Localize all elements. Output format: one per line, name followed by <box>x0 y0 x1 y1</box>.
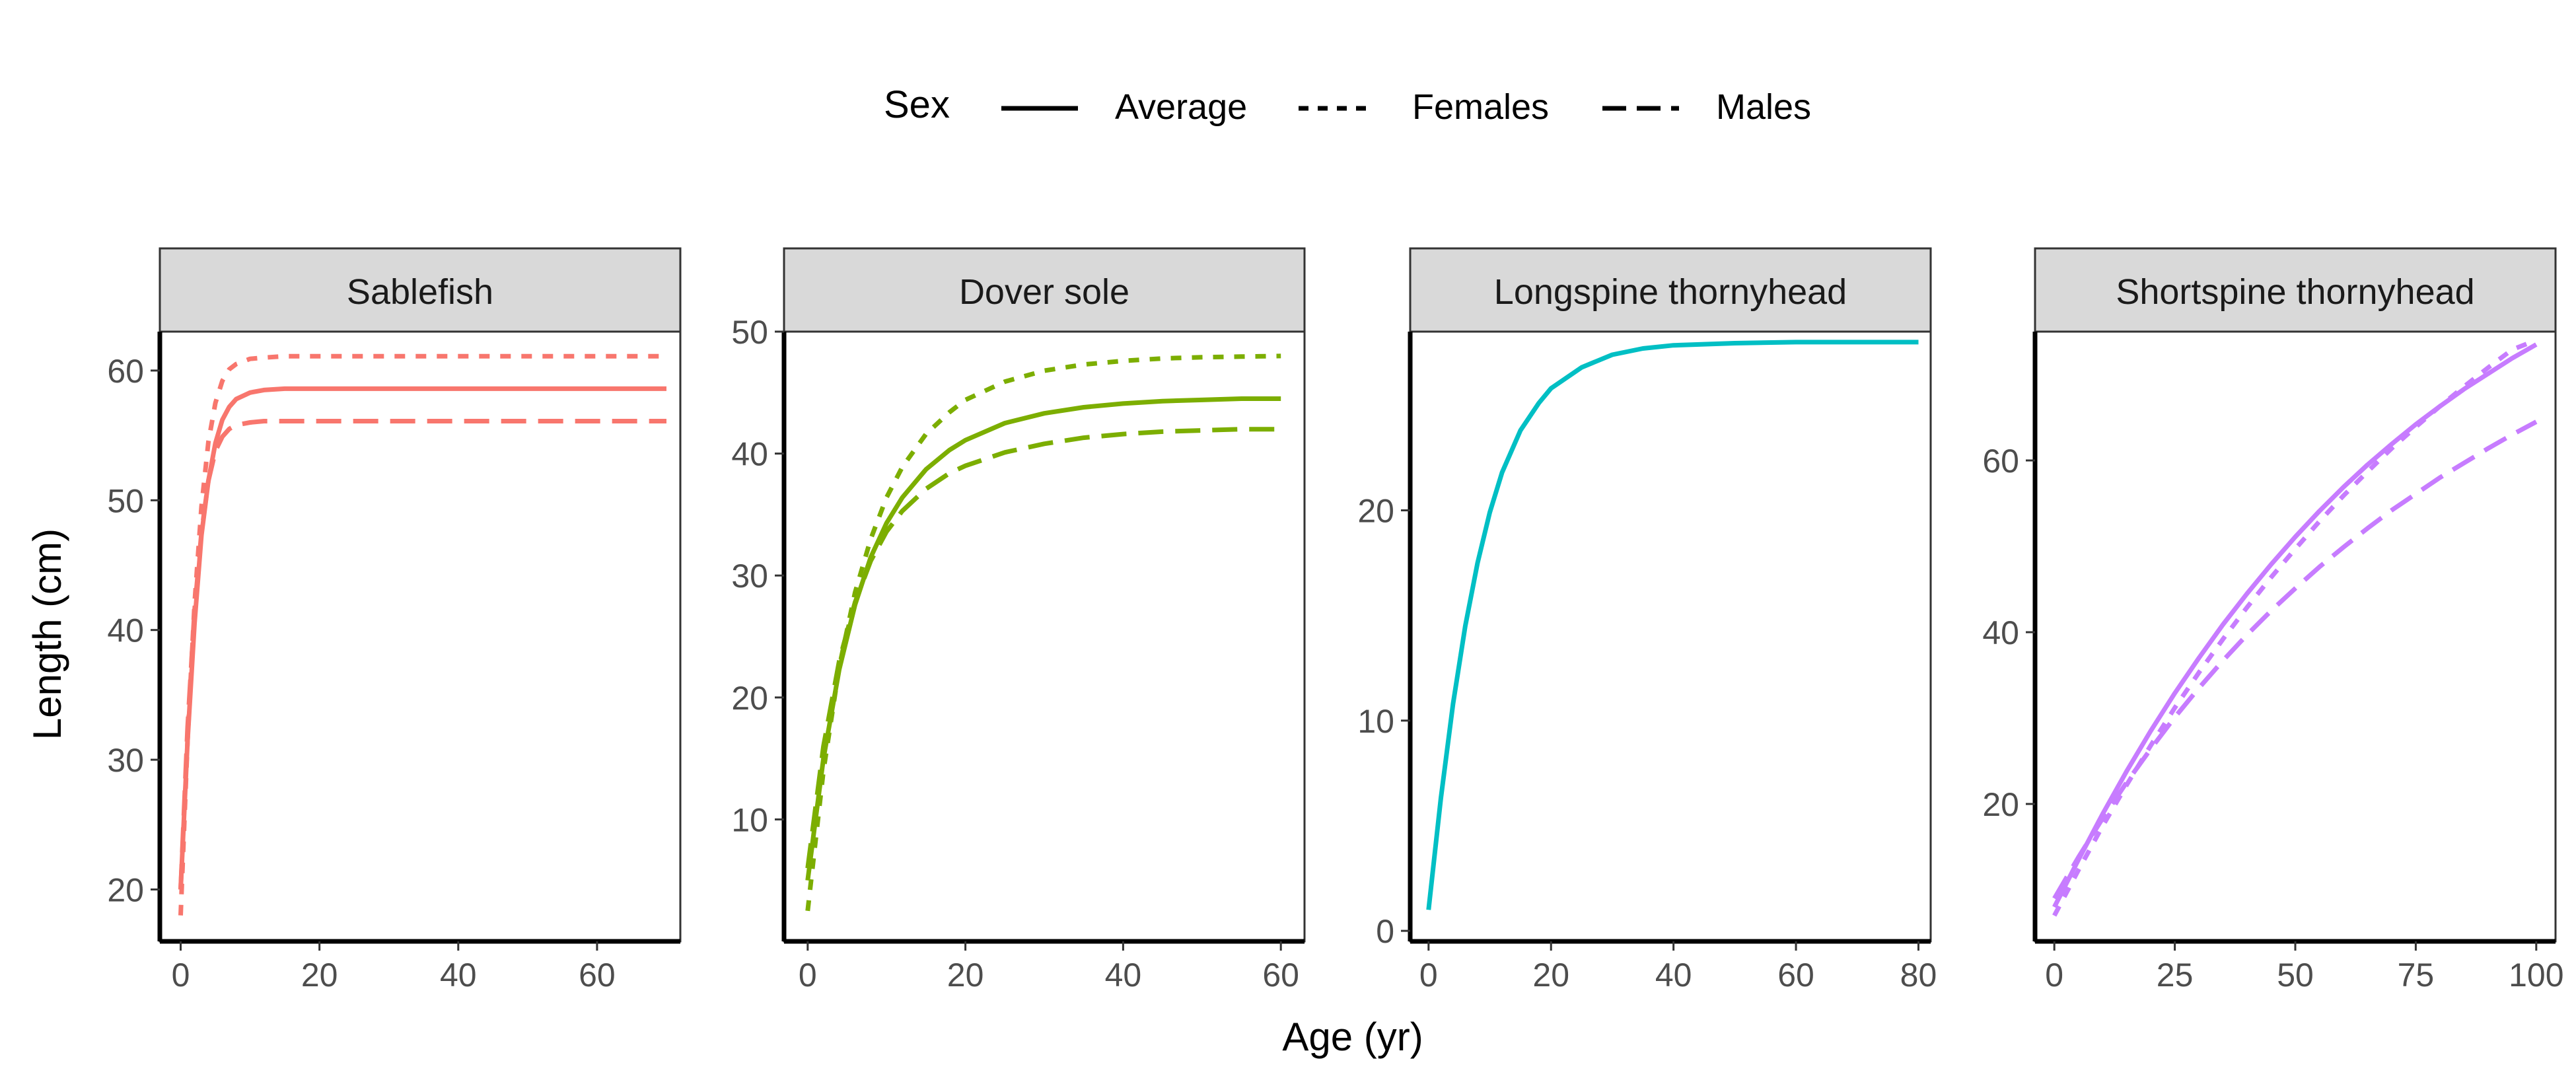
x-tick-label: 0 <box>799 957 817 994</box>
facet-panel: Dover sole 10 20 30 40 50 0 20 40 60 <box>731 247 1306 994</box>
series-line-females <box>2052 338 2538 917</box>
facet-title: Shortspine thornyhead <box>2116 272 2474 312</box>
x-tick-label: 50 <box>2277 957 2314 994</box>
x-tick-label: 60 <box>1262 957 1299 994</box>
x-tick-label: 25 <box>2157 957 2194 994</box>
legend: Sex Average Females Males <box>884 83 1811 127</box>
y-tick-label: 50 <box>107 482 144 519</box>
x-tick-label: 60 <box>1777 957 1814 994</box>
facet-title: Sablefish <box>347 272 493 312</box>
facet-panels: Sablefish 20 30 40 50 60 0 20 40 60 Dover sole 10 20… <box>107 247 2564 994</box>
y-tick-label: 40 <box>107 612 144 649</box>
x-tick-label: 40 <box>1655 957 1692 994</box>
x-tick-label: 80 <box>1900 957 1937 994</box>
series-line-males <box>178 419 666 890</box>
x-tick-label: 75 <box>2398 957 2435 994</box>
y-tick-label: 10 <box>731 801 768 838</box>
series-line-males <box>805 427 1281 869</box>
y-tick-label: 40 <box>1982 614 2019 651</box>
facet-strip <box>159 247 682 333</box>
x-tick-label: 0 <box>172 957 190 994</box>
y-tick-label: 50 <box>731 314 768 351</box>
legend-label: Males <box>1716 87 1811 127</box>
x-tick-label: 40 <box>440 957 477 994</box>
y-tick-label: 0 <box>1376 913 1394 950</box>
x-tick-label: 20 <box>301 957 338 994</box>
facet-strip <box>783 247 1306 333</box>
y-tick-label: 30 <box>731 558 768 595</box>
legend-label: Average <box>1115 87 1247 127</box>
y-tick-label: 10 <box>1357 703 1394 740</box>
y-tick-label: 40 <box>731 436 768 473</box>
series-line-males <box>2052 419 2538 900</box>
y-tick-label: 20 <box>1357 493 1394 530</box>
x-tick-label: 40 <box>1105 957 1142 994</box>
x-axis-title: Age (yr) <box>1282 1015 1423 1059</box>
y-tick-label: 60 <box>107 353 144 390</box>
legend-item-females: Females <box>1299 87 1549 127</box>
legend-label: Females <box>1412 87 1549 127</box>
facet-panel: Sablefish 20 30 40 50 60 0 20 40 60 <box>107 247 682 994</box>
x-tick-label: 100 <box>2509 957 2563 994</box>
x-tick-label: 0 <box>2045 957 2063 994</box>
x-tick-label: 60 <box>579 957 616 994</box>
facet-title: Dover sole <box>959 272 1129 312</box>
facet-panel: Shortspine thornyhead 20 40 60 0 25 50 75 100 <box>1982 247 2564 994</box>
y-tick-label: 20 <box>731 680 768 717</box>
y-tick-label: 20 <box>107 871 144 908</box>
facet-strip <box>2034 247 2557 333</box>
x-tick-label: 0 <box>1419 957 1438 994</box>
y-tick-label: 30 <box>107 742 144 779</box>
facet-panel: Longspine thornyhead 0 10 20 0 20 40 60 80 <box>1357 247 1937 994</box>
y-tick-label: 60 <box>1982 443 2019 480</box>
series-line-average <box>1426 340 1919 910</box>
x-tick-label: 20 <box>947 957 984 994</box>
x-tick-label: 20 <box>1532 957 1569 994</box>
legend-title: Sex <box>884 83 950 126</box>
facet-title: Longspine thornyhead <box>1494 272 1847 312</box>
y-tick-label: 20 <box>1982 786 2019 823</box>
legend-item-males: Males <box>1602 87 1811 127</box>
legend-item-average: Average <box>1001 87 1247 127</box>
y-axis-title: Length (cm) <box>25 528 69 740</box>
